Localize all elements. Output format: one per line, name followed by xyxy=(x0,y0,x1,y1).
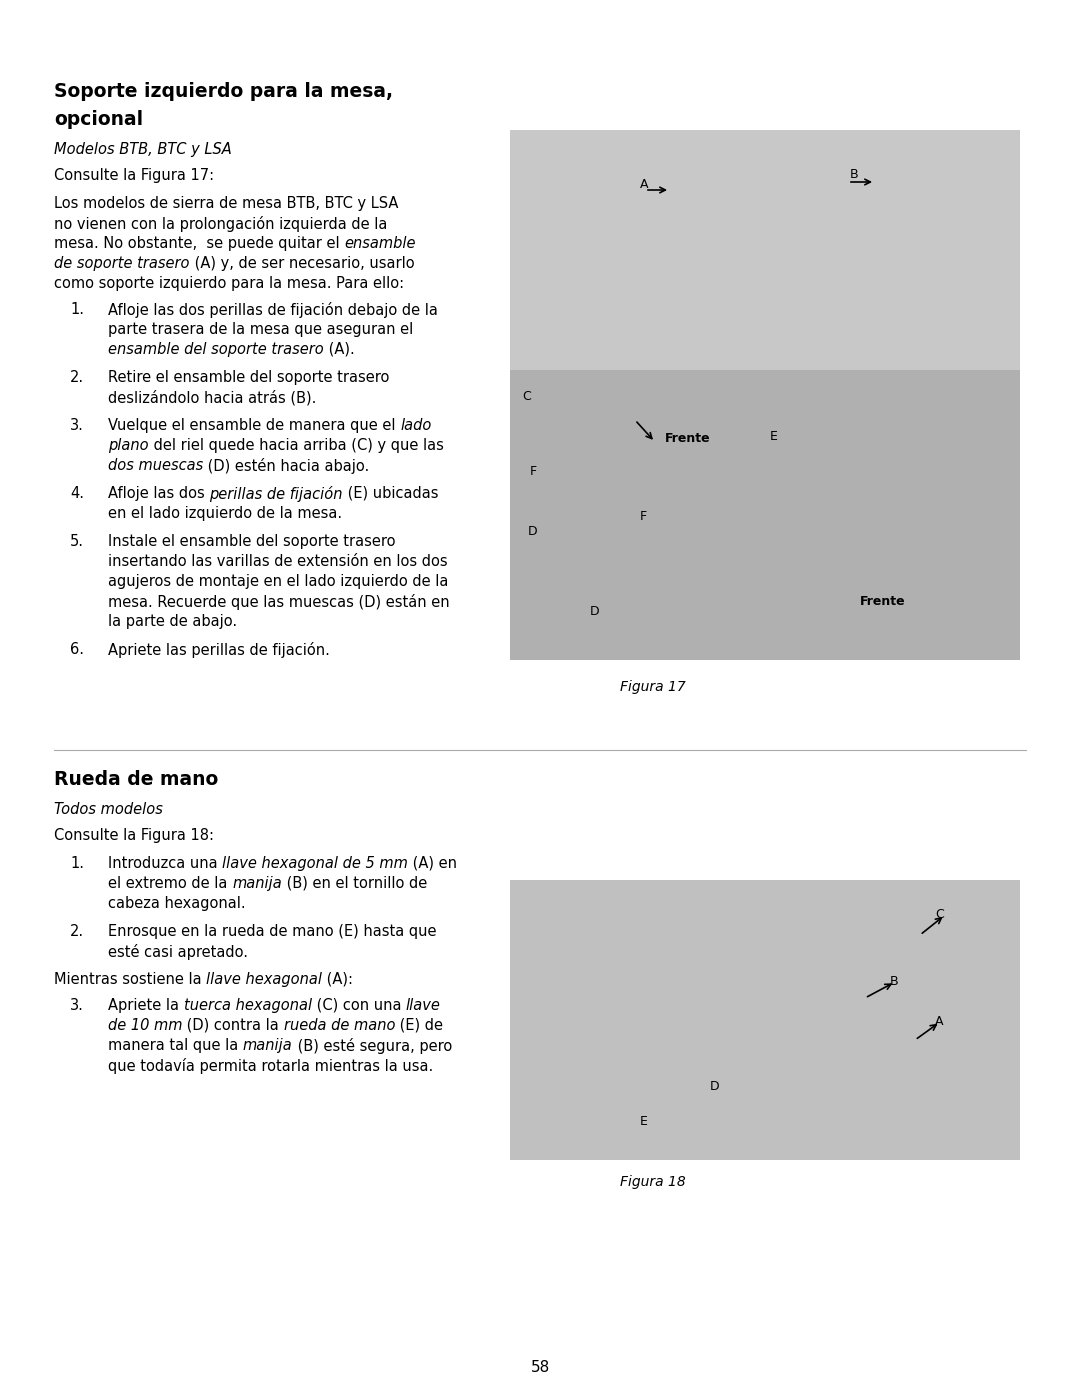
Text: Enrosque en la rueda de mano (E) hasta que: Enrosque en la rueda de mano (E) hasta q… xyxy=(108,923,436,939)
Text: el extremo de la: el extremo de la xyxy=(108,876,232,891)
Text: (A) y, de ser necesario, usarlo: (A) y, de ser necesario, usarlo xyxy=(189,256,414,271)
Text: Retire el ensamble del soporte trasero: Retire el ensamble del soporte trasero xyxy=(108,370,390,386)
Text: de soporte trasero: de soporte trasero xyxy=(54,256,189,271)
Text: mesa. No obstante,  se puede quitar el: mesa. No obstante, se puede quitar el xyxy=(54,236,345,251)
Text: ensamble del soporte trasero: ensamble del soporte trasero xyxy=(108,342,324,358)
Text: Soporte izquierdo para la mesa,: Soporte izquierdo para la mesa, xyxy=(54,82,393,101)
Text: agujeros de montaje en el lado izquierdo de la: agujeros de montaje en el lado izquierdo… xyxy=(108,574,448,590)
Text: D: D xyxy=(710,1080,719,1092)
Text: insertando las varillas de extensión en los dos: insertando las varillas de extensión en … xyxy=(108,555,447,569)
Text: Consulte la Figura 17:: Consulte la Figura 17: xyxy=(54,168,214,183)
Text: (C) con una: (C) con una xyxy=(312,997,406,1013)
Text: C: C xyxy=(935,908,944,921)
Text: Consulte la Figura 18:: Consulte la Figura 18: xyxy=(54,828,214,842)
Text: que todavía permita rotarla mientras la usa.: que todavía permita rotarla mientras la … xyxy=(108,1058,433,1074)
Text: D: D xyxy=(528,525,538,538)
Text: deslizándolo hacia atrás (B).: deslizándolo hacia atrás (B). xyxy=(108,390,316,405)
Text: Modelos BTB, BTC y LSA: Modelos BTB, BTC y LSA xyxy=(54,142,232,156)
Text: llave hexagonal de 5 mm: llave hexagonal de 5 mm xyxy=(222,856,408,870)
Text: F: F xyxy=(640,510,647,522)
Text: la parte de abajo.: la parte de abajo. xyxy=(108,615,238,629)
Text: Figura 17: Figura 17 xyxy=(620,680,686,694)
Text: no vienen con la prolongación izquierda de la: no vienen con la prolongación izquierda … xyxy=(54,217,388,232)
Text: B: B xyxy=(890,975,899,988)
Text: Los modelos de sierra de mesa BTB, BTC y LSA: Los modelos de sierra de mesa BTB, BTC y… xyxy=(54,196,399,211)
Text: rueda de mano: rueda de mano xyxy=(284,1018,395,1032)
Text: llave hexagonal: llave hexagonal xyxy=(206,972,322,988)
Text: de 10 mm: de 10 mm xyxy=(108,1018,183,1032)
Bar xyxy=(510,370,1020,659)
Text: (E) de: (E) de xyxy=(395,1018,444,1032)
Text: manera tal que la: manera tal que la xyxy=(108,1038,243,1053)
Text: tuerca hexagonal: tuerca hexagonal xyxy=(184,997,312,1013)
Text: manija: manija xyxy=(243,1038,293,1053)
Text: (B) en el tornillo de: (B) en el tornillo de xyxy=(282,876,427,891)
Text: Apriete la: Apriete la xyxy=(108,997,184,1013)
Text: como soporte izquierdo para la mesa. Para ello:: como soporte izquierdo para la mesa. Par… xyxy=(54,277,404,291)
Text: opcional: opcional xyxy=(54,110,144,129)
Text: manija: manija xyxy=(232,876,282,891)
Text: Rueda de mano: Rueda de mano xyxy=(54,770,218,789)
Text: (D) estén hacia abajo.: (D) estén hacia abajo. xyxy=(203,458,369,474)
Bar xyxy=(510,880,1020,1160)
Text: E: E xyxy=(640,1115,648,1127)
Text: D: D xyxy=(590,605,599,617)
Text: 1.: 1. xyxy=(70,856,84,870)
Text: llave: llave xyxy=(406,997,441,1013)
Text: Apriete las perillas de fijación.: Apriete las perillas de fijación. xyxy=(108,643,329,658)
Text: perillas de fijación: perillas de fijación xyxy=(210,486,342,502)
Text: Figura 18: Figura 18 xyxy=(620,1175,686,1189)
Text: parte trasera de la mesa que aseguran el: parte trasera de la mesa que aseguran el xyxy=(108,321,414,337)
Text: 3.: 3. xyxy=(70,418,84,433)
Text: esté casi apretado.: esté casi apretado. xyxy=(108,944,248,960)
Text: del riel quede hacia arriba (C) y que las: del riel quede hacia arriba (C) y que la… xyxy=(149,439,444,453)
Text: Introduzca una: Introduzca una xyxy=(108,856,222,870)
Text: 2.: 2. xyxy=(70,923,84,939)
Text: lado: lado xyxy=(400,418,432,433)
Text: Instale el ensamble del soporte trasero: Instale el ensamble del soporte trasero xyxy=(108,534,395,549)
Text: (B) esté segura, pero: (B) esté segura, pero xyxy=(293,1038,451,1053)
Text: Afloje las dos: Afloje las dos xyxy=(108,486,210,502)
Text: (E) ubicadas: (E) ubicadas xyxy=(342,486,438,502)
Text: (D) contra la: (D) contra la xyxy=(183,1018,284,1032)
Text: mesa. Recuerde que las muescas (D) están en: mesa. Recuerde que las muescas (D) están… xyxy=(108,594,449,610)
Text: 5.: 5. xyxy=(70,534,84,549)
Text: C: C xyxy=(522,390,530,402)
Text: Todos modelos: Todos modelos xyxy=(54,802,163,817)
Text: Frente: Frente xyxy=(665,432,711,446)
Text: 4.: 4. xyxy=(70,486,84,502)
Text: Vuelque el ensamble de manera que el: Vuelque el ensamble de manera que el xyxy=(108,418,400,433)
Text: (A).: (A). xyxy=(324,342,354,358)
Text: 6.: 6. xyxy=(70,643,84,657)
Text: en el lado izquierdo de la mesa.: en el lado izquierdo de la mesa. xyxy=(108,506,342,521)
Text: dos muescas: dos muescas xyxy=(108,458,203,474)
Text: plano: plano xyxy=(108,439,149,453)
Text: E: E xyxy=(770,430,778,443)
Text: 58: 58 xyxy=(530,1361,550,1375)
Text: Frente: Frente xyxy=(860,595,906,608)
Text: (A):: (A): xyxy=(322,972,353,988)
Text: A: A xyxy=(935,1016,944,1028)
Text: Afloje las dos perillas de fijación debajo de la: Afloje las dos perillas de fijación deba… xyxy=(108,302,437,319)
Bar xyxy=(510,130,1020,450)
Text: (A) en: (A) en xyxy=(408,856,457,870)
Text: Mientras sostiene la: Mientras sostiene la xyxy=(54,972,206,988)
Text: A: A xyxy=(640,179,648,191)
Text: 2.: 2. xyxy=(70,370,84,386)
Text: 1.: 1. xyxy=(70,302,84,317)
Text: 3.: 3. xyxy=(70,997,84,1013)
Text: B: B xyxy=(850,169,859,182)
Text: ensamble: ensamble xyxy=(345,236,416,251)
Text: cabeza hexagonal.: cabeza hexagonal. xyxy=(108,895,245,911)
Text: F: F xyxy=(530,465,537,478)
